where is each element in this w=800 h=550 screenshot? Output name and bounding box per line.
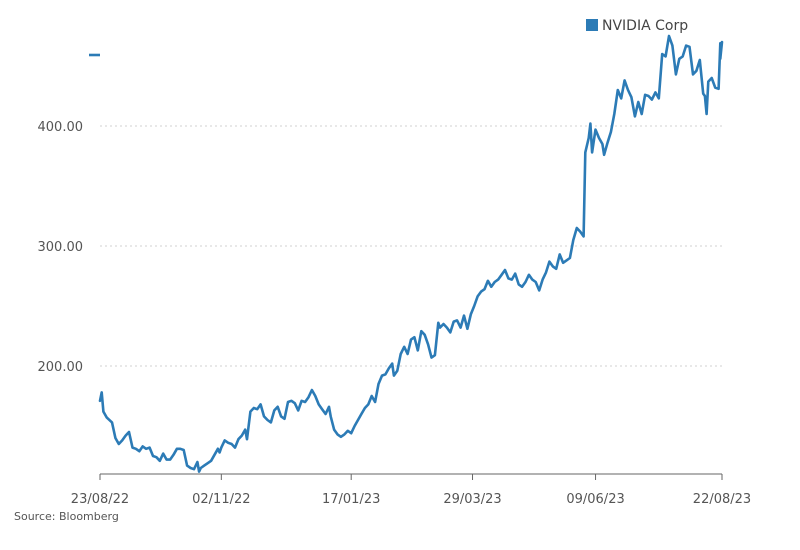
x-tick-label: 23/08/22 — [71, 492, 129, 507]
legend-label: NVIDIA Corp — [602, 18, 688, 34]
gridlines — [100, 125, 722, 367]
y-tick-label: 200.00 — [38, 360, 84, 375]
x-tick-label: 29/03/23 — [443, 492, 501, 507]
x-tick-label: 22/08/23 — [693, 492, 751, 507]
source-note: Source: Bloomberg — [14, 510, 119, 523]
legend-swatch — [586, 19, 598, 31]
x-tick-label: 09/06/23 — [566, 492, 624, 507]
series-line — [98, 34, 724, 473]
legend: NVIDIA Corp — [586, 18, 688, 34]
x-tick-label: 17/01/23 — [322, 492, 380, 507]
series-layer — [89, 34, 724, 473]
y-tick-label: 400.00 — [38, 120, 84, 135]
x-axis: 23/08/22 02/11/22 17/01/23 29/03/23 09/06/23… — [71, 473, 751, 507]
y-axis: 200.00 300.00 400.00 — [38, 120, 84, 375]
x-tick-label: 02/11/22 — [192, 492, 250, 507]
y-tick-label: 300.00 — [38, 240, 84, 255]
